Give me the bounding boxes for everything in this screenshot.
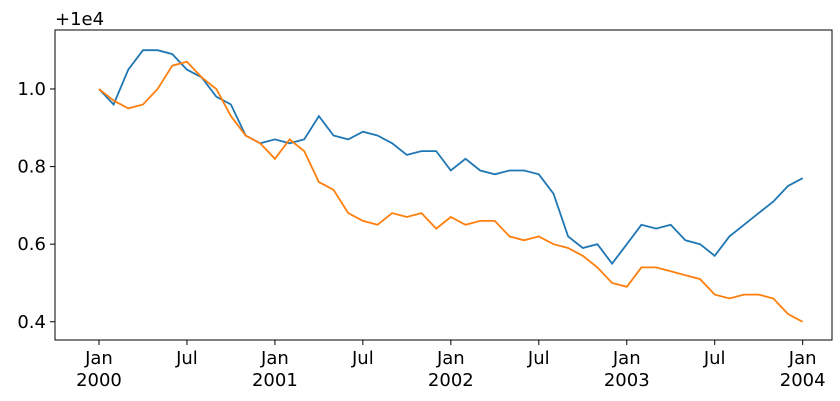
x-tick-label-line: Jan [788,348,817,369]
axes-frame [54,29,833,341]
x-tick-label-line: Jul [351,348,374,369]
x-tick-label: Jul [703,348,726,369]
x-tick-label-line: Jan [612,348,641,369]
series-line [98,49,804,266]
x-tick-label: Jan 2002 [428,348,474,391]
x-tick-label-line: Jan [436,348,465,369]
x-tick-label-line: Jul [527,348,550,369]
x-tick-label: Jul [527,348,550,369]
x-tick-label-line: Jul [175,348,198,369]
y-tick-label: 0.6 [17,234,46,255]
x-tick-label-line: 2002 [428,370,474,391]
offset-label: +1e4 [55,9,104,30]
y-tick-label: 1.0 [17,79,46,100]
x-tick-label-line: Jul [703,348,726,369]
x-tick-label: Jan 2000 [76,348,122,391]
x-tick-label: Jul [351,348,374,369]
x-tick-label-line: 2001 [252,370,298,391]
x-tick-label: Jan 2003 [604,348,650,391]
x-tick-label-line: Jan [84,348,113,369]
x-tick-label-line: 2000 [76,370,122,391]
x-tick-label-line: 2003 [604,370,650,391]
y-tick-label: 0.8 [17,157,46,178]
y-tick-label: 0.4 [17,312,46,333]
x-tick-label: Jul [175,348,198,369]
series-line [98,60,804,323]
x-tick-label-line: 2004 [780,370,826,391]
x-tick-label-line: Jan [260,348,289,369]
x-tick-label: Jan 2001 [252,348,298,391]
x-tick-label: Jan 2004 [780,348,826,391]
